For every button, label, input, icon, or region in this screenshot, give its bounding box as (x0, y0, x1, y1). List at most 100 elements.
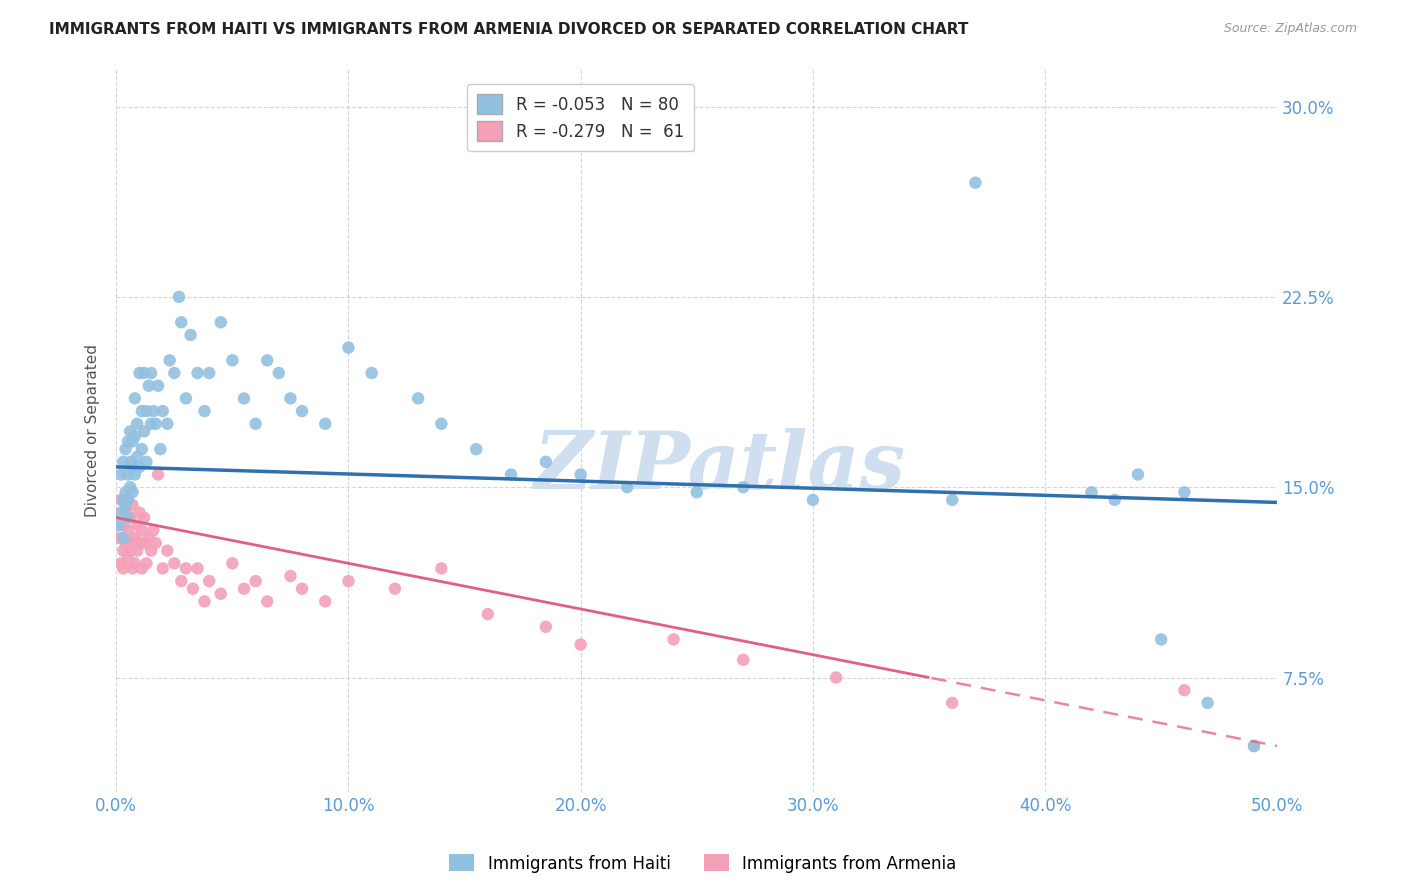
Point (142, 404, 165, 418)
Point (280, 392, 302, 406)
Point (117, 467, 139, 482)
Point (121, 434, 143, 449)
Point (170, 315, 193, 329)
Point (180, 328, 202, 343)
Point (112, 531, 135, 545)
Point (135, 455, 157, 469)
Point (465, 442, 488, 457)
Point (534, 620, 557, 634)
Point (193, 594, 215, 608)
Point (1080, 485, 1102, 500)
Point (733, 480, 755, 494)
Point (291, 404, 314, 418)
Point (138, 531, 160, 545)
Point (139, 417, 162, 431)
Point (110, 492, 132, 507)
Point (163, 366, 186, 380)
Point (128, 536, 150, 550)
Point (193, 404, 215, 418)
Point (245, 417, 267, 431)
Text: Source: ZipAtlas.com: Source: ZipAtlas.com (1223, 22, 1357, 36)
Point (120, 480, 142, 494)
Point (128, 366, 150, 380)
Point (131, 404, 153, 418)
Point (121, 459, 143, 474)
Point (145, 536, 167, 550)
Point (114, 498, 136, 512)
Point (430, 417, 453, 431)
Point (138, 378, 160, 392)
Point (174, 561, 197, 575)
Point (120, 455, 142, 469)
Point (186, 366, 208, 380)
Legend: Immigrants from Haiti, Immigrants from Armenia: Immigrants from Haiti, Immigrants from A… (443, 847, 963, 880)
Point (569, 467, 592, 482)
Point (127, 417, 149, 431)
Point (941, 492, 963, 507)
Point (120, 425, 142, 439)
Point (146, 467, 169, 482)
Point (170, 574, 193, 588)
Point (941, 696, 963, 710)
Point (1243, 739, 1265, 753)
Point (221, 557, 243, 571)
Point (256, 594, 278, 608)
Point (156, 417, 179, 431)
Point (107, 531, 129, 545)
Point (127, 518, 149, 533)
Point (280, 569, 302, 583)
Point (134, 510, 156, 524)
Point (1173, 683, 1195, 698)
Point (291, 582, 314, 596)
Text: IMMIGRANTS FROM HAITI VS IMMIGRANTS FROM ARMENIA DIVORCED OR SEPARATED CORRELATI: IMMIGRANTS FROM HAITI VS IMMIGRANTS FROM… (49, 22, 969, 37)
Point (534, 455, 557, 469)
Point (267, 366, 290, 380)
Point (1173, 485, 1195, 500)
Point (825, 671, 848, 685)
Point (121, 561, 143, 575)
Point (801, 492, 824, 507)
Point (110, 506, 132, 520)
Point (256, 353, 278, 368)
Point (159, 353, 181, 368)
Point (124, 557, 146, 571)
Point (1150, 632, 1173, 647)
Point (134, 366, 156, 380)
Point (662, 632, 685, 647)
Point (112, 561, 135, 575)
Point (139, 366, 162, 380)
Point (360, 366, 382, 380)
Point (384, 582, 406, 596)
Point (616, 480, 638, 494)
Point (107, 518, 129, 533)
Point (112, 455, 135, 469)
Point (145, 417, 167, 431)
Point (112, 492, 135, 507)
Point (314, 594, 336, 608)
Point (135, 557, 157, 571)
Point (139, 543, 162, 558)
Point (131, 524, 153, 538)
Point (110, 467, 132, 482)
Point (146, 378, 169, 392)
Point (114, 536, 136, 550)
Point (112, 518, 135, 533)
Point (127, 450, 149, 464)
Point (569, 638, 592, 652)
Point (121, 485, 143, 500)
Text: ZIPatlas: ZIPatlas (534, 427, 905, 505)
Point (124, 467, 146, 482)
Point (124, 392, 146, 406)
Point (245, 574, 267, 588)
Point (117, 524, 139, 538)
Point (233, 392, 256, 406)
Point (233, 582, 256, 596)
Point (1126, 467, 1149, 482)
Point (686, 485, 709, 500)
Point (142, 524, 165, 538)
Point (152, 561, 174, 575)
Point (337, 574, 360, 588)
Point (117, 551, 139, 566)
Point (221, 353, 243, 368)
Point (128, 459, 150, 474)
